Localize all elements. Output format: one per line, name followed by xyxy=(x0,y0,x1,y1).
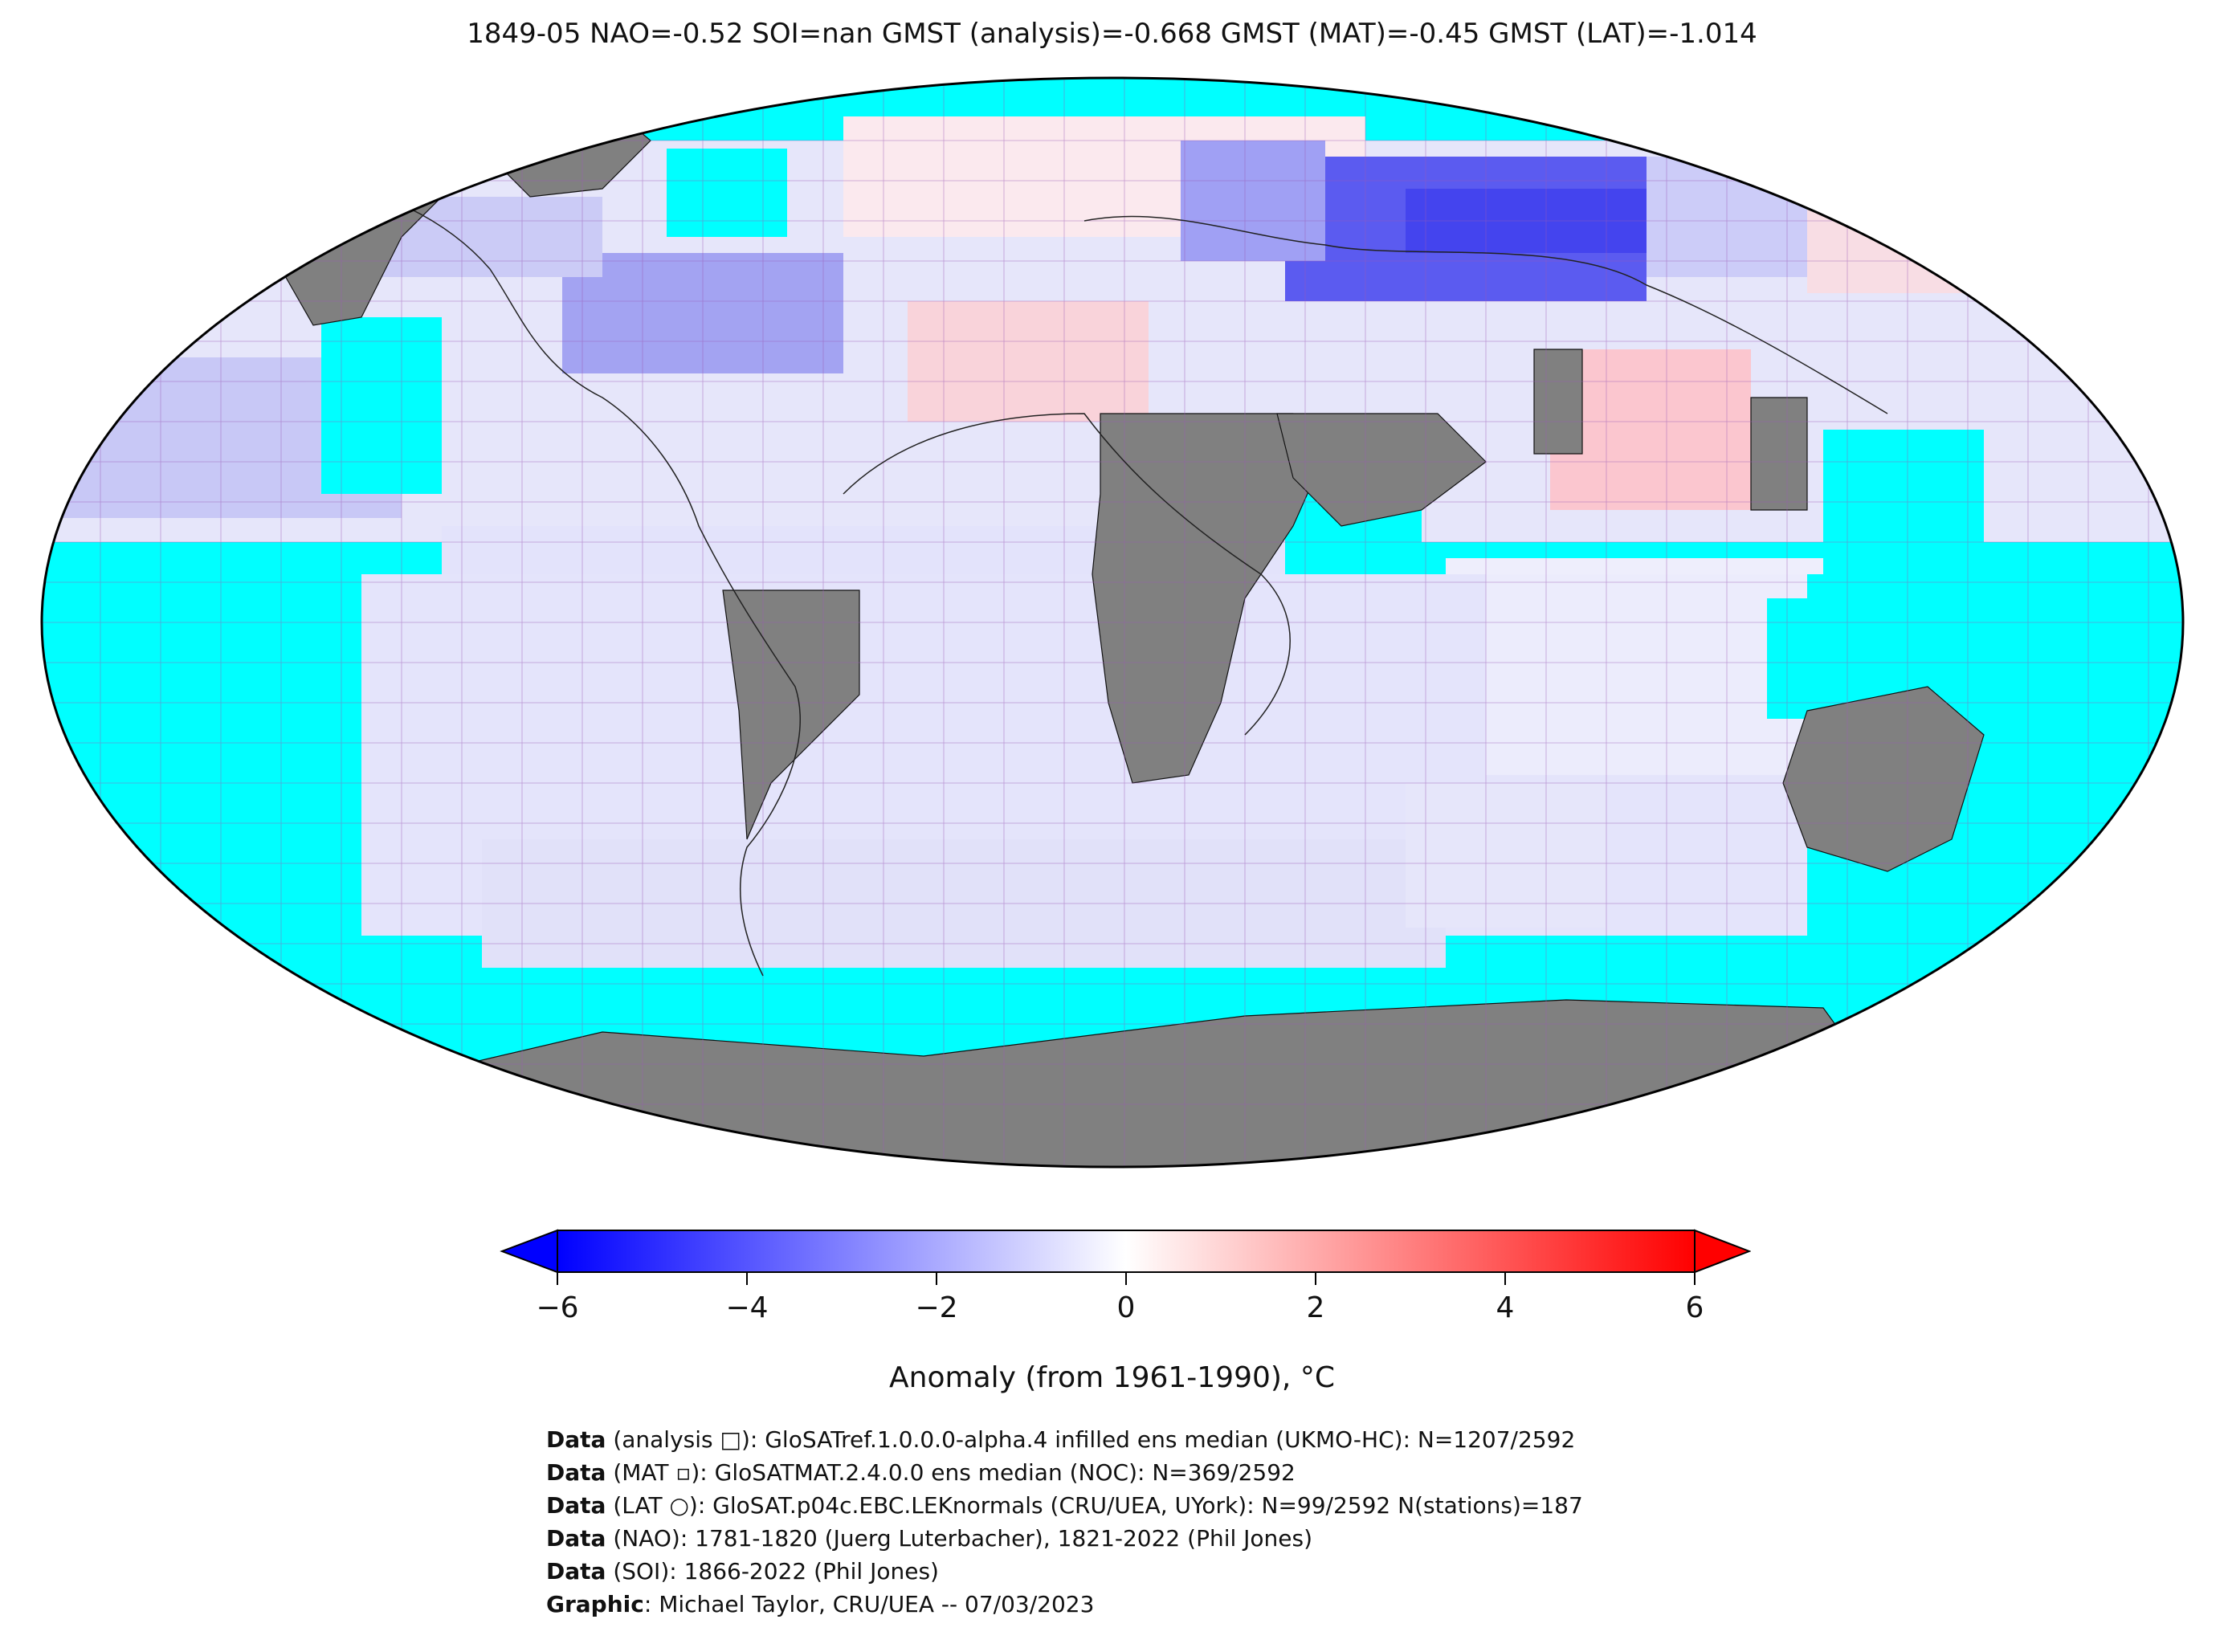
credit-line-graphic: Graphic: Michael Taylor, CRU/UEA -- 07/0… xyxy=(546,1591,1095,1617)
colorbar-tick-label: −4 xyxy=(725,1291,768,1324)
coastlines xyxy=(280,172,1888,977)
colorbar-tick-label: −2 xyxy=(915,1291,957,1324)
colorbar-tick-labels: −6 −4 −2 0 2 4 6 xyxy=(536,1291,1704,1324)
credit-line-analysis: Data (analysis □): GloSATref.1.0.0.0-alp… xyxy=(546,1426,1576,1453)
grid-lines xyxy=(42,78,2183,1167)
credit-line-mat: Data (MAT ▫): GloSATMAT.2.4.0.0 ens medi… xyxy=(546,1459,1296,1486)
credit-line-soi: Data (SOI): 1866-2022 (Phil Jones) xyxy=(546,1558,939,1585)
colorbar-tick-label: 2 xyxy=(1307,1291,1325,1324)
colorbar-tick-label: 4 xyxy=(1496,1291,1515,1324)
credit-line-nao: Data (NAO): 1781-1820 (Juerg Luterbacher… xyxy=(546,1525,1313,1552)
colorbar-tick-label: −6 xyxy=(536,1291,578,1324)
colorbar-high-extension xyxy=(1694,1229,1751,1274)
credits-block: Data (analysis □): GloSATref.1.0.0.0-alp… xyxy=(546,1423,1583,1621)
colorbar-tick-label: 6 xyxy=(1686,1291,1704,1324)
colorbar-low-extension xyxy=(500,1229,558,1274)
world-anomaly-map xyxy=(40,76,2185,1169)
credit-line-lat: Data (LAT ○): GloSAT.p04c.EBC.LEKnormals… xyxy=(546,1492,1583,1519)
map-outline xyxy=(40,76,2185,1169)
colorbar-label: Anomaly (from 1961-1990), °C xyxy=(889,1361,1335,1394)
colorbar-tick-label: 0 xyxy=(1117,1291,1136,1324)
colorbar-gradient xyxy=(557,1230,1696,1273)
map-title: 1849-05 NAO=-0.52 SOI=nan GMST (analysis… xyxy=(467,18,1757,50)
colorbar: −6 −4 −2 0 2 4 6 xyxy=(500,1229,1751,1324)
colorbar-ticks xyxy=(557,1272,1696,1285)
